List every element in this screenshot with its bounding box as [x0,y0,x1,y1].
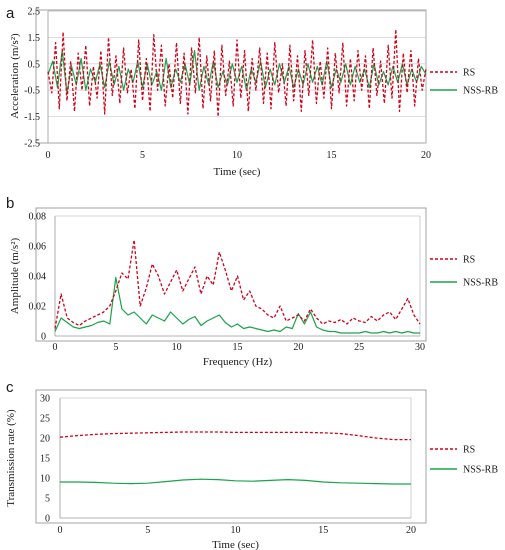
y-tick-label: 0.08 [29,212,47,223]
series-line-rs [54,239,421,329]
chart-frame [35,389,427,524]
series-line-rs [59,431,411,441]
panel-label: a [6,5,15,22]
x-tick-label: 15 [318,525,328,536]
x-axis-label: Time (sec) [212,539,259,550]
y-tick-label: -0.5 [24,86,40,97]
y-axis-label: Transmission rate (%) [5,409,17,507]
y-tick-label: 5 [45,494,50,505]
y-tick-label: 0.02 [29,302,47,313]
y-tick-label: 0.04 [29,272,47,283]
y-tick-label: 0 [41,332,46,343]
y-tick-label: 30 [40,394,50,405]
y-tick-label: 2.5 [28,7,41,18]
chart-frame [35,207,427,342]
series-line-nss-rb [47,49,427,94]
x-tick-label: 10 [232,150,242,161]
series-line-nss-rb [60,478,411,485]
y-tick-label: -1.5 [24,112,40,123]
y-axis-label: Acceleration (m/s²) [9,33,21,119]
y-tick-label: 0.06 [29,242,47,253]
x-tick-label: 20 [406,525,416,536]
y-tick-label: 20 [40,434,50,445]
x-axis-label: Frequency (Hz) [203,356,273,368]
x-tick-label: 5 [145,525,150,536]
legend-label: RS [463,445,475,456]
legend-label: NSS-RB [463,278,498,289]
legend-label: RS [463,68,475,79]
series-line-nss-rb [54,276,420,334]
panel-label: c [6,379,14,396]
legend-label: NSS-RB [463,86,498,97]
x-tick-label: 25 [354,342,364,353]
x-tick-label: 30 [415,342,425,353]
x-tick-label: 0 [46,150,51,161]
series-line-rs [47,28,427,118]
x-tick-label: 20 [421,150,431,161]
y-tick-label: 0.5 [28,59,41,70]
x-tick-label: 5 [140,150,145,161]
y-tick-label: 10 [40,474,50,485]
panel-label: b [6,195,14,212]
x-tick-label: 0 [53,342,58,353]
legend-label: NSS-RB [463,465,498,476]
y-tick-label: 25 [40,414,50,425]
y-tick-label: 0 [45,514,50,525]
y-tick-label: 1.5 [28,33,41,44]
y-tick-label: -2.5 [24,139,40,150]
x-tick-label: 10 [231,525,241,536]
x-tick-label: 15 [327,150,337,161]
x-tick-label: 15 [233,342,243,353]
x-axis-label: Time (sec) [214,166,261,178]
y-axis-label: Amplitude (m/s²) [9,238,21,315]
x-tick-label: 0 [58,525,63,536]
y-tick-label: 15 [40,454,50,465]
x-tick-label: 5 [113,342,118,353]
x-tick-label: 10 [172,342,182,353]
legend-label: RS [463,255,475,266]
x-tick-label: 20 [293,342,303,353]
